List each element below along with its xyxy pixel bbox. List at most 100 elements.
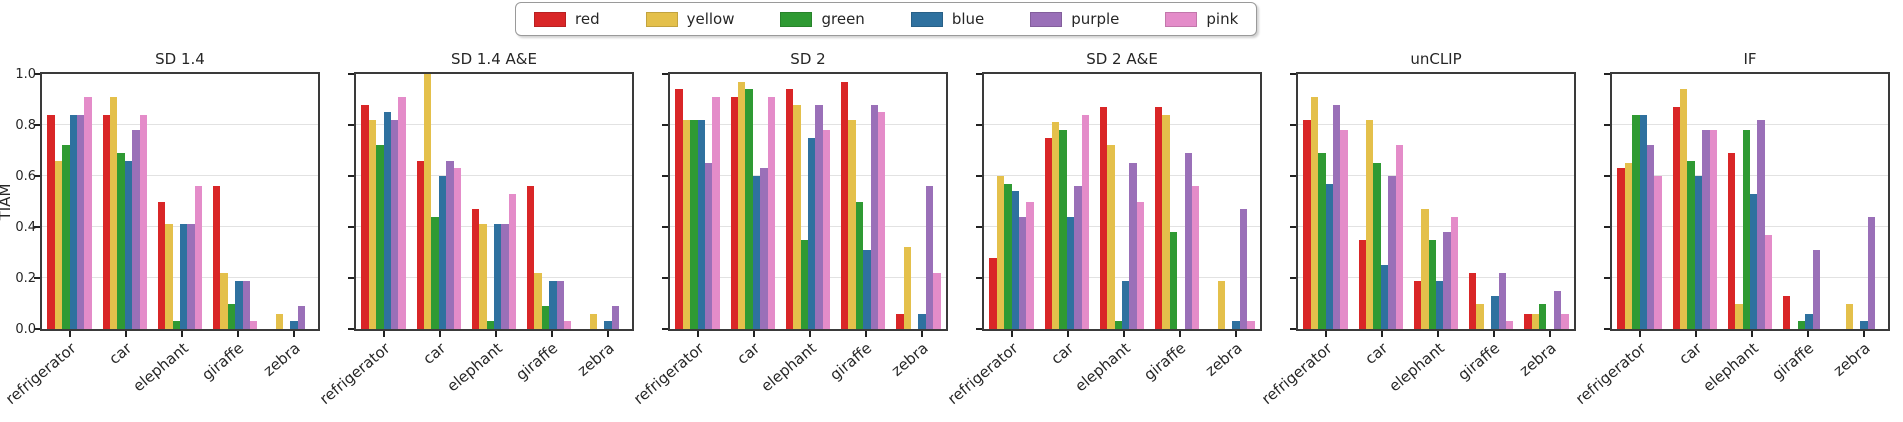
bar-yellow-car: [1366, 119, 1374, 329]
x-axis-tick: [181, 331, 183, 337]
y-axis-tick: [1604, 226, 1610, 228]
y-axis-tick: [1604, 73, 1610, 75]
x-axis-tick: [809, 331, 811, 337]
x-tick-label-giraffe: giraffe: [1454, 339, 1504, 385]
legend-label: purple: [1071, 9, 1120, 28]
subplot-if: IF refrigerator car elephant giraffe zebra: [1572, 50, 1890, 421]
bar-purple-giraffe: [1812, 249, 1820, 329]
x-axis-tick: [865, 331, 867, 337]
y-axis-tick: [662, 328, 668, 330]
bar-red-elephant: [471, 209, 480, 329]
bar-pink-refrigerator: [84, 96, 92, 329]
bar-yellow-elephant: [1735, 303, 1743, 329]
x-axis-tick: [439, 331, 441, 337]
x-axis-tick: [1011, 331, 1013, 337]
y-axis-tick: [1604, 175, 1610, 177]
bar-blue-car: [752, 176, 761, 329]
bar-yellow-refrigerator: [1624, 163, 1633, 329]
y-axis-tick: [662, 277, 668, 279]
bar-green-giraffe: [541, 306, 550, 329]
y-tick-label: 0.6: [15, 169, 36, 184]
x-tick-label-refrigerator: refrigerator: [316, 339, 394, 409]
x-tick-label-refrigerator: refrigerator: [1572, 339, 1650, 409]
gridline: [1612, 124, 1888, 125]
plot-area: [662, 72, 948, 337]
x-tick-label-giraffe: giraffe: [512, 339, 562, 385]
bar-pink-elephant: [1764, 234, 1773, 329]
green-swatch-icon: [780, 11, 813, 27]
legend-item-red: red: [534, 11, 600, 27]
bar-purple-giraffe: [1498, 272, 1506, 329]
x-axis-labels: refrigerator car elephant giraffe zebra: [2, 331, 320, 421]
bar-pink-refrigerator: [1340, 130, 1348, 329]
bar-blue-refrigerator: [1325, 183, 1333, 329]
bar-purple-zebra: [1867, 216, 1876, 329]
bar-purple-giraffe: [242, 280, 250, 329]
bar-red-elephant: [1099, 107, 1108, 329]
bar-blue-refrigerator: [69, 114, 77, 329]
subplot-title: IF: [1743, 50, 1757, 68]
bar-yellow-giraffe: [534, 272, 542, 329]
x-tick-label-car: car: [1361, 339, 1392, 368]
gridline: [356, 124, 632, 125]
gridline: [1298, 175, 1574, 176]
bar-yellow-refrigerator: [368, 119, 377, 329]
bar-group-elephant: [466, 74, 521, 329]
x-axis-tick: [921, 331, 923, 337]
bar-group-giraffe: [522, 74, 577, 329]
bar-purple-zebra: [1553, 290, 1562, 329]
y-tick-label: 0.0: [15, 322, 36, 337]
x-axis-tick: [1863, 331, 1865, 337]
x-tick-label-zebra: zebra: [887, 339, 932, 380]
subplot-sd-1-4-a-e: SD 1.4 A&E refrigerator car elephant giraffe…: [316, 50, 634, 421]
gridline: [670, 124, 946, 125]
x-axis-tick: [1179, 331, 1181, 337]
bar-purple-refrigerator: [1332, 104, 1341, 329]
bar-green-refrigerator: [1004, 183, 1012, 329]
y-axis-tick: [662, 226, 668, 228]
x-axis-tick: [1437, 331, 1439, 337]
x-tick-label-elephant: elephant: [1071, 339, 1134, 396]
x-axis-tick: [697, 331, 699, 337]
bar-green-elephant: [1114, 321, 1122, 329]
subplot-unclip: unCLIP refrigerator car elephant giraffe zebr…: [1258, 50, 1576, 421]
bar-blue-elephant: [180, 224, 188, 329]
bar-groups: [42, 74, 318, 329]
bar-pink-refrigerator: [398, 96, 406, 329]
bar-pink-elephant: [1136, 201, 1145, 329]
bar-yellow-elephant: [793, 104, 801, 329]
bar-red-giraffe: [1155, 107, 1163, 329]
bar-red-giraffe: [213, 186, 221, 329]
bar-purple-zebra: [925, 186, 934, 329]
bar-yellow-car: [1052, 122, 1060, 329]
x-tick-label-car: car: [1047, 339, 1078, 368]
bar-pink-giraffe: [877, 112, 886, 329]
y-axis-tick: [34, 277, 40, 279]
x-tick-label-elephant: elephant: [129, 339, 192, 396]
x-axis-tick: [125, 331, 127, 337]
bar-yellow-refrigerator: [996, 176, 1005, 329]
x-tick-label-refrigerator: refrigerator: [1258, 339, 1336, 409]
x-axis-labels: refrigerator car elephant giraffe zebra: [1258, 331, 1576, 421]
bar-pink-elephant: [194, 186, 203, 329]
bar-green-refrigerator: [1318, 153, 1326, 329]
bar-group-elephant: [780, 74, 835, 329]
y-axis-tick: [1290, 73, 1296, 75]
bar-green-giraffe: [1169, 232, 1178, 329]
bar-yellow-refrigerator: [1310, 96, 1319, 329]
bar-red-elephant: [1727, 153, 1736, 329]
bar-group-elephant: [1722, 74, 1777, 329]
bar-purple-car: [132, 130, 140, 329]
bar-groups: [1612, 74, 1888, 329]
x-axis-tick: [293, 331, 295, 337]
bar-red-giraffe: [1783, 295, 1791, 329]
bar-green-elephant: [172, 321, 180, 329]
plot-area: [1290, 72, 1576, 337]
legend-item-purple: purple: [1030, 9, 1120, 28]
y-axis-tick: [1604, 328, 1610, 330]
bar-yellow-giraffe: [1162, 114, 1170, 329]
y-tick-label: 0.4: [15, 220, 36, 235]
bar-group-giraffe: [208, 74, 263, 329]
bar-red-giraffe: [841, 81, 849, 329]
